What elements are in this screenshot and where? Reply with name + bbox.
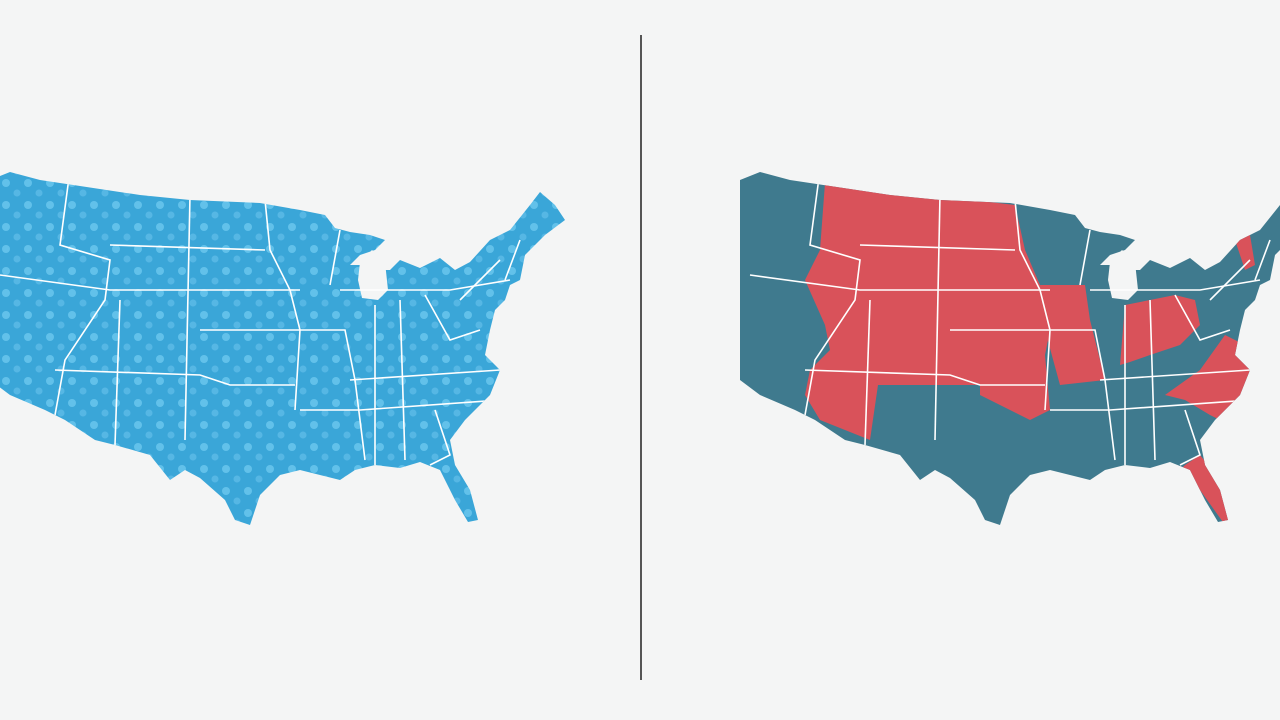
state-region: [1180, 455, 1235, 525]
lake-michigan: [1108, 250, 1138, 300]
state-region: [1235, 235, 1255, 270]
state-region: [1040, 285, 1105, 385]
state-region: [1120, 295, 1200, 365]
state-region: [1165, 335, 1250, 420]
map-left: [0, 170, 565, 525]
lake-michigan: [358, 250, 388, 300]
state-region: [805, 183, 1050, 440]
map-right: [740, 170, 1280, 525]
red-states: [805, 183, 1255, 525]
us-outline: [0, 172, 565, 525]
